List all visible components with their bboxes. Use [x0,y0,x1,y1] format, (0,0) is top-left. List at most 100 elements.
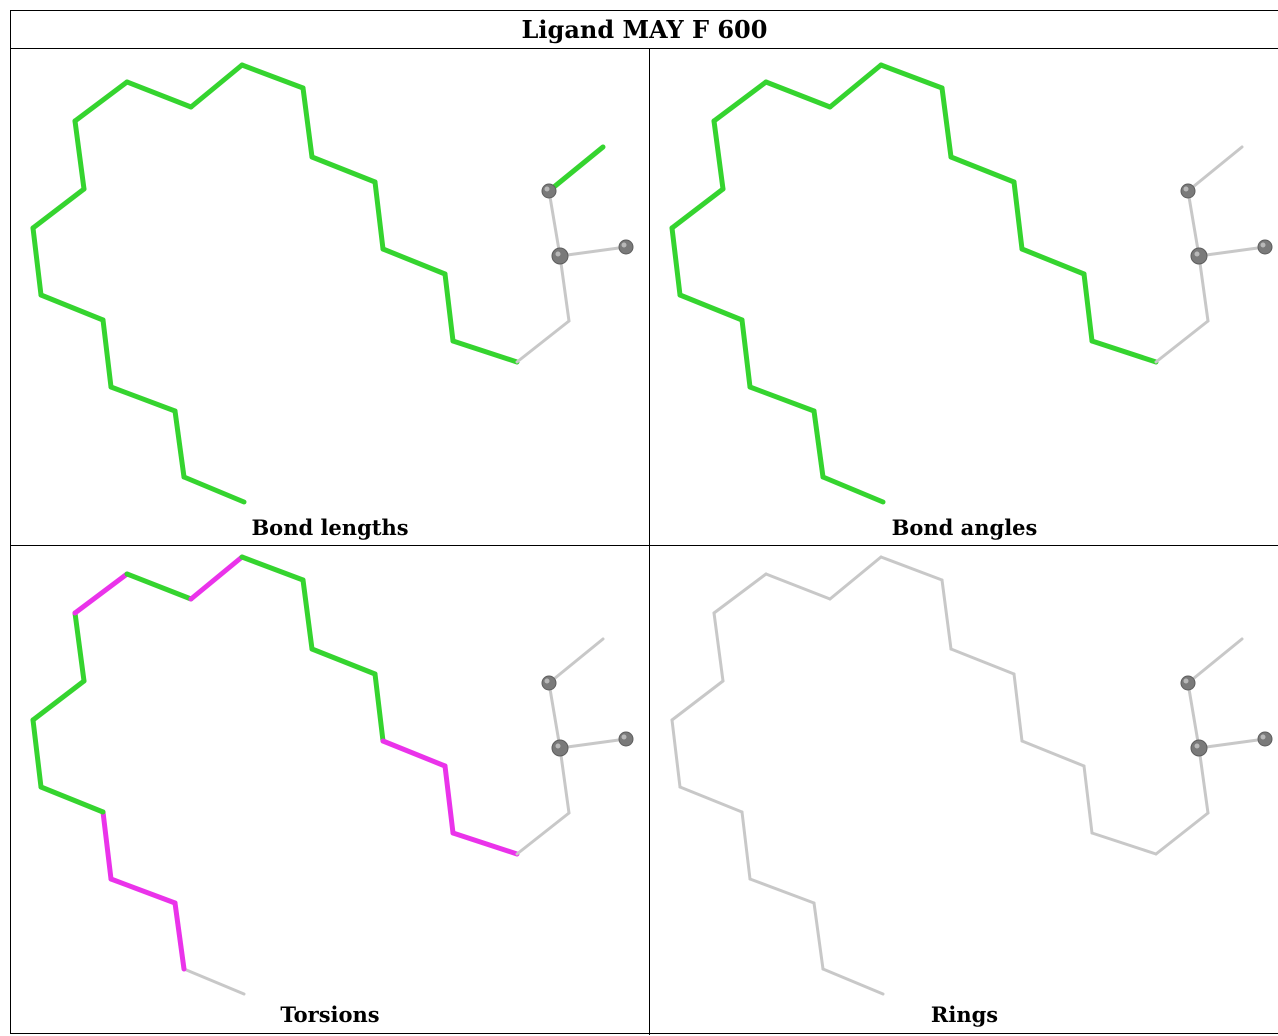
atom-sphere-0 [1180,183,1196,199]
bond-19 [558,746,571,815]
atom-sphere-0 [1180,675,1196,691]
atom-highlight-0 [544,186,550,192]
bond-15 [1020,739,1086,768]
vertical-divider [649,49,650,1035]
bond-14 [1011,179,1025,252]
bond-20 [558,245,628,258]
bond-11 [239,554,306,583]
bond-4 [677,292,745,323]
bond-21 [1186,681,1201,750]
bond-21 [547,189,562,258]
bond-9 [124,79,194,110]
bond-17 [450,338,520,365]
atom-sphere-1 [1190,739,1208,757]
atom-highlight-2 [621,734,627,740]
atom-sphere-0 [541,675,557,691]
bond-1 [172,408,187,480]
bond-17 [1090,831,1158,856]
atom-sphere-2 [1257,239,1273,255]
atom-highlight-0 [1183,186,1189,192]
bond-2 [747,384,817,414]
bond-4 [38,784,106,815]
bond-16 [442,763,456,836]
bond-14 [1012,672,1024,743]
panel-bond-lengths: Bond lengths [11,50,649,545]
bond-5 [30,225,44,298]
bond-15 [380,246,448,277]
bond-6 [670,679,725,722]
caption-rings: Rings [930,1002,999,1027]
bond-11 [879,555,944,582]
caption-bond-lengths: Bond lengths [251,515,409,540]
bond-6 [30,186,87,231]
bond-12 [939,85,954,160]
molecule-torsions [30,554,634,996]
bond-3 [739,317,753,390]
bond-7 [72,118,87,192]
bond-10 [188,554,245,602]
atom-highlight-2 [621,242,627,248]
bond-22 [1186,637,1244,685]
bond-0 [181,474,247,505]
bond-9 [124,571,194,602]
bond-20 [1197,737,1267,750]
bond-4 [38,292,106,323]
atom-highlight-0 [544,678,550,684]
atom-highlight-1 [1194,743,1200,749]
bond-11 [239,62,306,91]
bond-1 [172,900,187,972]
bond-14 [372,179,386,252]
caption-bond-angles: Bond angles [891,515,1038,540]
bond-18 [515,319,571,364]
bond-18 [515,811,571,856]
bond-18 [1154,811,1210,856]
bond-22 [546,144,606,194]
bond-8 [72,571,130,616]
bond-0 [182,967,246,996]
atom-highlight-1 [1194,251,1200,257]
bond-3 [100,317,114,390]
bond-17 [450,830,520,857]
bond-21 [1186,189,1201,258]
bond-13 [949,647,1016,676]
bond-9 [764,572,832,601]
bond-8 [711,79,769,124]
bond-5 [30,717,44,790]
molecule-rings [670,555,1273,996]
atom-highlight-0 [1183,678,1189,684]
bond-10 [827,62,884,110]
bond-12 [300,85,315,160]
atom-sphere-2 [1257,731,1273,747]
bond-11 [878,62,945,91]
bond-7 [72,610,87,684]
bond-19 [1197,254,1210,323]
bond-8 [712,572,768,615]
bond-14 [372,671,386,744]
bond-22 [547,637,605,685]
bond-5 [669,225,683,298]
bond-2 [748,877,816,905]
bond-2 [108,876,178,906]
bond-3 [740,810,752,881]
bond-0 [821,967,885,996]
bond-18 [1154,319,1210,364]
bond-15 [1019,246,1087,277]
bond-13 [948,154,1017,185]
panel-rings: Rings [650,546,1278,1035]
bond-13 [309,154,378,185]
bond-2 [108,384,178,414]
atom-highlight-2 [1260,242,1266,248]
bond-4 [678,785,744,814]
bond-20 [1197,245,1267,258]
bond-16 [1082,764,1094,835]
bond-19 [1197,746,1210,815]
bond-1 [812,901,825,971]
atom-highlight-1 [555,251,561,257]
atom-sphere-2 [618,239,634,255]
validation-figure: Ligand MAY F 600 Bond lengths Bond angle… [10,10,1278,1035]
bond-12 [300,577,315,652]
bond-13 [309,646,378,677]
bond-6 [669,186,726,231]
atom-highlight-2 [1260,734,1266,740]
bond-10 [828,555,883,601]
